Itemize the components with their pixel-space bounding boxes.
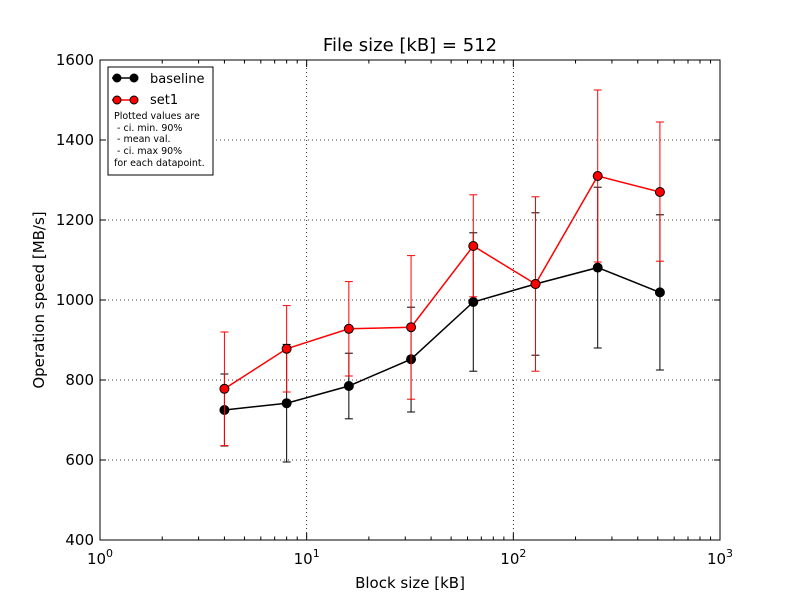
legend-note-line: - mean val.: [114, 134, 171, 145]
y-tick-label: 400: [65, 531, 94, 549]
legend-box: [107, 66, 214, 176]
legend-set1-marker: [129, 95, 139, 105]
y-tick-label: 1600: [56, 51, 94, 69]
x-tick-label: 101: [294, 547, 320, 568]
data-point: [343, 381, 354, 391]
data-point: [406, 322, 417, 333]
y-tick-label: 1200: [56, 211, 94, 229]
data-point: [592, 262, 603, 273]
y-tick-label: 600: [65, 451, 94, 469]
legend-note-line: - ci. min. 90%: [114, 123, 182, 134]
y-axis-label: Operation speed [MB/s]: [30, 211, 48, 388]
series-line: [224, 266, 661, 411]
series-line: [224, 175, 661, 390]
series-layer: [219, 89, 665, 463]
x-tick-label: 102: [500, 547, 526, 568]
y-tick-label: 1000: [56, 291, 94, 309]
data-point: [219, 383, 230, 394]
data-point: [468, 297, 479, 307]
data-point: [281, 398, 292, 409]
legend-baseline-marker: [129, 73, 139, 83]
legend-baseline-marker: [112, 73, 122, 83]
data-point: [281, 343, 292, 354]
x-axis-label: Block size [kB]: [355, 574, 465, 592]
series-set1: [219, 89, 665, 447]
data-point: [468, 241, 479, 251]
legend-note-line: for each datapoint.: [114, 158, 205, 169]
legend-set1-marker: [112, 95, 122, 105]
y-tick-label: 800: [65, 371, 94, 389]
legend: baseline set1 Plotted values are - ci. m…: [107, 66, 214, 176]
ticks: 400 600 800 1000 1200 1400 1600 100 101 102 103: [56, 51, 733, 568]
data-point: [654, 287, 665, 298]
data-point: [592, 171, 603, 181]
legend-note-line: - ci. max 90%: [114, 146, 182, 157]
data-point: [343, 323, 354, 334]
chart-title: File size [kB] = 512: [323, 35, 497, 56]
legend-baseline-label: baseline: [150, 72, 204, 87]
x-tick-label: 100: [87, 547, 113, 568]
legend-set1-label: set1: [150, 93, 178, 108]
x-tick-label: 103: [707, 547, 733, 568]
data-point: [530, 279, 541, 289]
y-tick-label: 1400: [56, 131, 94, 149]
data-point: [654, 187, 665, 197]
grid: [100, 60, 720, 540]
legend-note-line: Plotted values are: [114, 111, 200, 122]
